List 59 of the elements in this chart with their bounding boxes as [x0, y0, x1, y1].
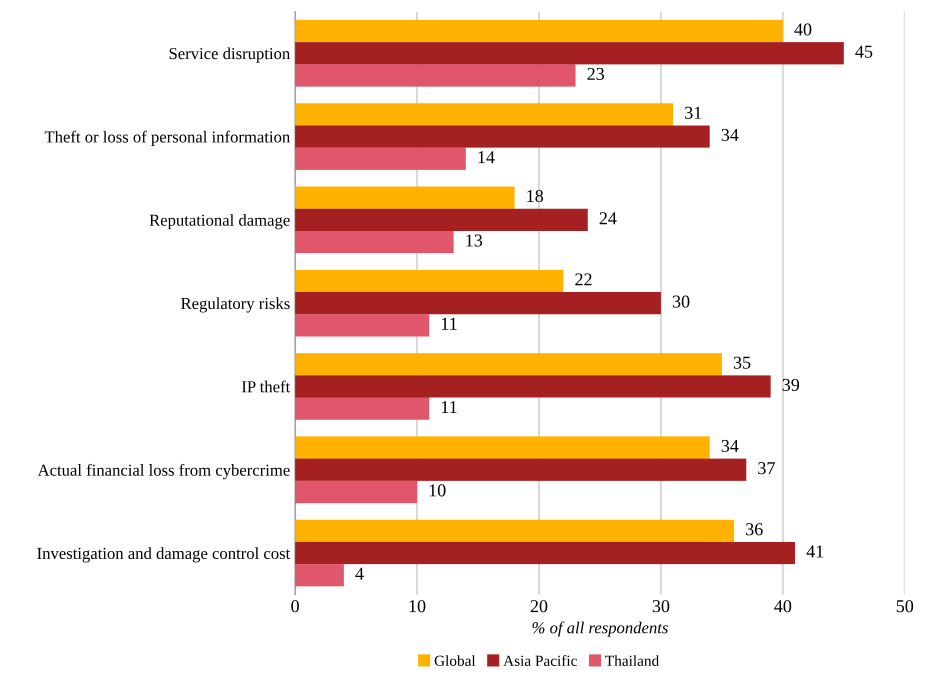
data-label: 39 [782, 378, 800, 391]
bar [295, 292, 661, 314]
bar [295, 20, 783, 42]
legend-label: Asia Pacific [503, 655, 577, 666]
bar [295, 436, 710, 459]
bar [295, 148, 466, 170]
bar [295, 458, 746, 481]
bar [295, 480, 418, 504]
y-tick-label: Investigation and damage control cost [37, 547, 290, 562]
data-label: 41 [806, 545, 824, 558]
data-label: 34 [722, 440, 739, 452]
data-label: 14 [478, 151, 495, 164]
data-label: 11 [442, 401, 457, 414]
bar [295, 270, 564, 292]
data-label: 4 [355, 568, 364, 580]
data-label: 37 [758, 462, 775, 474]
bar [295, 186, 515, 209]
data-label: 30 [672, 295, 690, 308]
data-label: 34 [722, 128, 739, 142]
bar [295, 520, 734, 542]
legend-label: Thailand [605, 655, 659, 666]
bar [295, 64, 576, 87]
y-tick-label: Service disruption [170, 47, 290, 63]
x-tick-label: 0 [291, 600, 299, 612]
x-tick-label: 30 [652, 600, 670, 612]
bar [295, 564, 344, 586]
data-label: 22 [575, 273, 592, 286]
bar [295, 230, 454, 254]
data-label: 18 [527, 190, 544, 202]
data-label: 13 [466, 234, 482, 247]
bar [295, 542, 796, 564]
data-label: 31 [685, 106, 702, 119]
y-tick-label: IP theft [242, 380, 290, 392]
bar [295, 398, 430, 420]
bar [295, 103, 674, 126]
data-label: 10 [430, 484, 446, 496]
data-label: 24 [600, 212, 617, 224]
bar [295, 375, 771, 398]
x-tick-label: 20 [530, 600, 548, 612]
y-tick-label: Regulatory risks [181, 297, 290, 313]
bar [295, 208, 588, 231]
bar [295, 353, 722, 376]
data-label: 11 [442, 318, 457, 330]
legend-label: Global [434, 655, 476, 666]
data-label: 40 [794, 23, 812, 36]
bar [295, 42, 844, 64]
y-tick-label: Theft or loss of personal information [44, 130, 290, 146]
x-tick-label: 40 [774, 600, 792, 612]
bar [295, 125, 710, 148]
x-tick-label: 50 [896, 600, 914, 612]
x-tick-label: 10 [410, 600, 426, 612]
x-axis-title: % of all respondents [532, 621, 668, 637]
data-label: 45 [855, 46, 872, 58]
data-label: 35 [734, 356, 750, 369]
data-label: 36 [746, 523, 763, 536]
y-tick-label: Actual financial loss from cybercrime [38, 464, 290, 480]
bar [295, 314, 430, 336]
data-label: 23 [587, 68, 604, 80]
y-tick-label: Reputational damage [150, 214, 290, 230]
